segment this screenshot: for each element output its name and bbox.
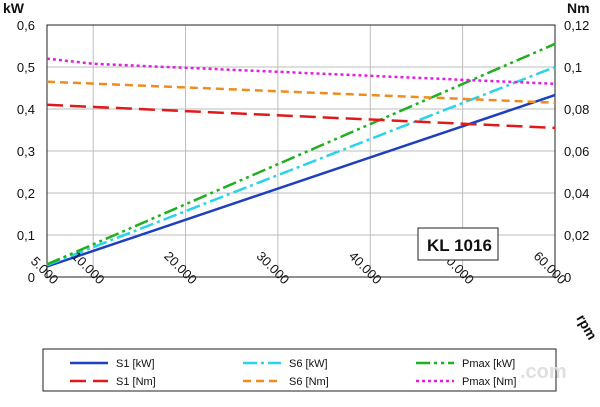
series-line-pmax-nm: [46, 57, 556, 86]
legend-label: S1 [kW]: [116, 358, 155, 370]
legend-label: S6 [Nm]: [289, 376, 329, 388]
y-right-unit-label: Nm: [567, 0, 590, 16]
legend-items: S1 [kW] S6 [kW] Pmax [kW] S1 [Nm] S6 [Nm] Pma…: [70, 358, 516, 388]
watermark-logo: .com: [520, 361, 567, 383]
series-layer: [46, 42, 556, 268]
y-right-tick-label: 0,12: [564, 18, 589, 33]
series-line-pmax-kw: [46, 42, 556, 266]
y-right-tick-label: 0,08: [564, 102, 589, 117]
y-left-tick-label: 0: [28, 270, 35, 285]
watermark: .com: [520, 361, 567, 383]
legend: S1 [kW] S6 [kW] Pmax [kW] S1 [Nm] S6 [Nm] Pma…: [42, 348, 557, 392]
y-left-tick-label: 0,3: [17, 144, 35, 159]
y-right-tick-label: 0,02: [564, 228, 589, 243]
legend-label: S6 [kW]: [289, 358, 328, 370]
model-badge-box: [417, 227, 499, 261]
plot-frame: [46, 24, 556, 278]
y-left-tick-label: 0,6: [17, 18, 35, 33]
model-badge: KL 1016: [417, 227, 499, 261]
legend-label: Pmax [kW]: [462, 358, 515, 370]
model-badge-text: KL 1016: [427, 236, 492, 255]
series-line-s6-nm: [46, 80, 556, 104]
y-right-tick-label: 0,06: [564, 144, 589, 159]
legend-label: Pmax [Nm]: [462, 376, 516, 388]
y-left-tick-label: 0,4: [17, 102, 35, 117]
legend-label: S1 [Nm]: [116, 376, 156, 388]
series-line-s1-nm: [46, 103, 556, 130]
y-right-tick-label: 0: [564, 270, 571, 285]
y-left-unit-label: kW: [3, 0, 25, 16]
y-left-tick-label: 0,5: [17, 60, 35, 75]
y-right-tick-label: 0,04: [564, 186, 589, 201]
y-left-tick-label: 0,2: [17, 186, 35, 201]
y-right-tick-label: 0,1: [564, 60, 582, 75]
grid: [47, 25, 555, 277]
legend-box: [42, 348, 557, 392]
y-left-tick-label: 0,1: [17, 228, 35, 243]
